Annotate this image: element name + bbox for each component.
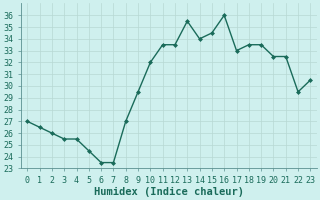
- X-axis label: Humidex (Indice chaleur): Humidex (Indice chaleur): [94, 186, 244, 197]
